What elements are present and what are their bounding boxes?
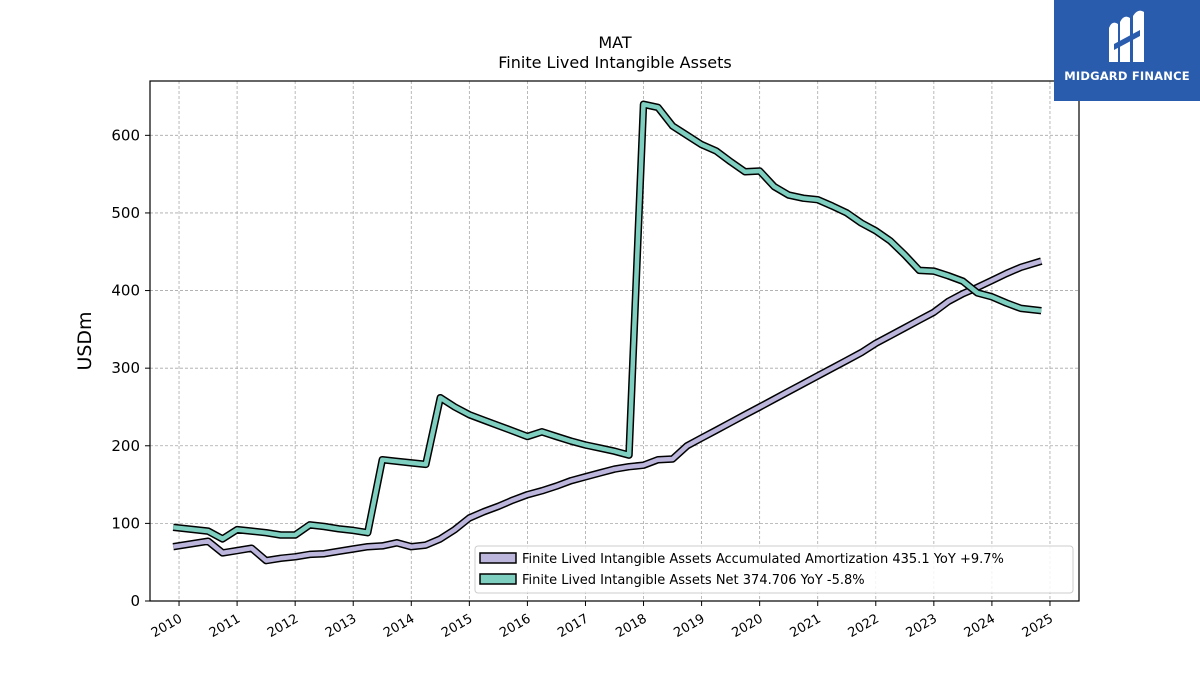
- series-outline: [173, 261, 1041, 560]
- grid-layer: [150, 81, 1079, 601]
- legend-label: Finite Lived Intangible Assets Net 374.7…: [522, 573, 865, 588]
- x-tick-label: 2020: [729, 611, 765, 641]
- chart-subtitle: Finite Lived Intangible Assets: [498, 53, 731, 72]
- plot-frame: [150, 81, 1079, 601]
- chart-title: MAT: [598, 33, 632, 52]
- x-tick-label: 2011: [207, 611, 243, 641]
- y-tick-label: 300: [111, 359, 140, 377]
- y-tick-label: 100: [111, 514, 140, 532]
- x-tick-label: 2010: [149, 611, 185, 641]
- series-line: [173, 261, 1041, 560]
- y-tick-label: 0: [130, 592, 140, 610]
- y-axis-label: USDm: [74, 311, 96, 370]
- x-tick-label: 2013: [323, 611, 359, 641]
- logo-mark-icon: [1054, 0, 1200, 68]
- y-tick-label: 500: [111, 204, 140, 222]
- x-tick-label: 2014: [381, 611, 417, 641]
- logo-text: MIDGARD FINANCE: [1054, 69, 1200, 83]
- y-tick-label: 600: [111, 126, 140, 144]
- x-tick-label: 2021: [788, 611, 824, 641]
- x-tick-label: 2019: [671, 611, 707, 641]
- x-tick-label: 2015: [439, 611, 475, 641]
- legend-label: Finite Lived Intangible Assets Accumulat…: [522, 552, 1004, 567]
- y-tick-label: 200: [111, 437, 140, 455]
- x-tick-label: 2024: [962, 611, 998, 641]
- y-tick-label: 400: [111, 282, 140, 300]
- legend: Finite Lived Intangible Assets Accumulat…: [475, 546, 1073, 593]
- x-tick-label: 2025: [1020, 611, 1056, 641]
- brand-logo: MIDGARD FINANCE: [1054, 0, 1200, 101]
- x-tick-label: 2022: [846, 611, 882, 641]
- x-tick-label: 2023: [904, 611, 940, 641]
- x-tick-label: 2017: [555, 611, 591, 641]
- x-tick-label: 2016: [497, 611, 533, 641]
- legend-swatch: [480, 553, 516, 563]
- series-layer: [173, 104, 1041, 560]
- legend-swatch: [480, 574, 516, 584]
- x-tick-label: 2018: [613, 611, 649, 641]
- line-chart: MAT Finite Lived Intangible Assets 0 100 2…: [0, 0, 1200, 675]
- x-tick-label: 2012: [265, 611, 301, 641]
